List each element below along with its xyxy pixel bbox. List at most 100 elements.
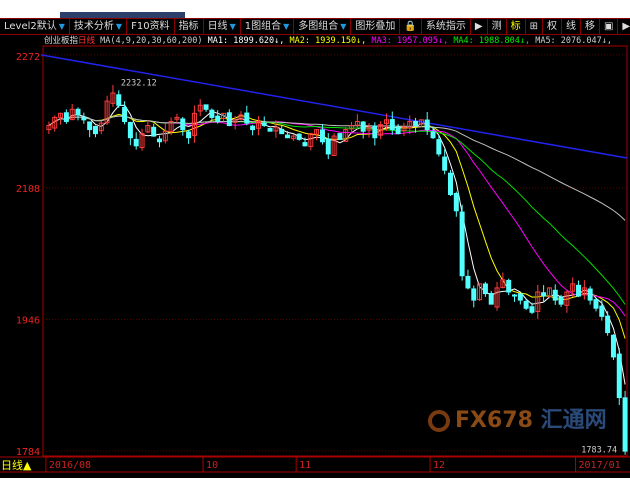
ma4-line: [48, 104, 626, 385]
candle-down: [616, 353, 622, 399]
candle-down: [215, 115, 221, 122]
candle-up: [383, 119, 389, 124]
candle-up: [494, 287, 500, 308]
toolbar-button-15[interactable]: 线: [562, 19, 581, 34]
candle-down: [203, 104, 209, 110]
candle-up: [273, 126, 279, 132]
candle-down: [558, 296, 564, 305]
candle-down: [63, 112, 69, 122]
toolbar-button-10[interactable]: ▶: [471, 19, 488, 34]
toolbar-button-18[interactable]: ▶|: [618, 19, 630, 34]
toolbar-button-label: ⊞: [529, 21, 538, 32]
candle-down: [92, 126, 98, 135]
price-annotation: 1783.74: [581, 445, 617, 455]
toolbar-button-6[interactable]: 多图组合 ▼: [294, 19, 352, 34]
candle-up: [197, 104, 203, 112]
candle-down: [488, 293, 494, 305]
candle-down: [447, 172, 453, 196]
toolbar-button-7[interactable]: 图形叠加: [351, 19, 401, 34]
candle-down: [127, 121, 133, 139]
toolbar-button-12[interactable]: 标: [507, 19, 526, 34]
y-tick-label: 1784: [16, 447, 40, 458]
period-label: 日线: [78, 36, 96, 46]
toolbar-button-2[interactable]: F10资料: [127, 19, 175, 34]
x-tick-label: 2017/01: [579, 460, 621, 471]
toolbar-button-label: F10资料: [131, 21, 170, 32]
watermark-cn-text: 汇通网: [540, 408, 607, 433]
candle-down: [319, 129, 325, 143]
candle-down: [395, 126, 401, 135]
toolbar-button-4[interactable]: 日线 ▼: [204, 19, 241, 34]
candle-down: [279, 128, 285, 135]
candle-down: [599, 305, 605, 317]
candle-up: [535, 291, 541, 312]
candle-down: [593, 299, 599, 309]
candle-up: [139, 133, 145, 149]
trend-line: [40, 54, 628, 159]
candle-up: [378, 124, 384, 136]
toolbar-button-13[interactable]: ⊞: [526, 19, 543, 34]
toolbar-button-14[interactable]: 权: [543, 19, 562, 34]
ma3-value: MA3: 1957.095↓,: [371, 36, 449, 46]
toolbar-button-label: 多图组合: [298, 21, 339, 32]
toolbar-button-1[interactable]: 技术分析 ▼: [70, 19, 128, 34]
candle-up: [418, 119, 424, 125]
period-selector[interactable]: 日线▲: [1, 459, 32, 472]
toolbar-button-label: 测: [491, 21, 502, 32]
toolbar-button-0[interactable]: Level2默认 ▼: [0, 19, 70, 34]
candle-up: [477, 283, 483, 301]
toolbar-button-5[interactable]: 1图组合 ▼: [241, 19, 295, 34]
candle-down: [261, 122, 267, 127]
candle-down: [529, 306, 535, 313]
toolbar-button-label: 技术分析: [73, 21, 114, 32]
x-tick-label: 10: [206, 460, 218, 471]
candle-down: [226, 112, 232, 127]
stock-chart-window: Level2默认 ▼ 技术分析 ▼ F10资料 指标 日线 ▼ 1图组合 ▼ 多图组合 ▼ 图形叠加 🔒 系…: [0, 0, 630, 478]
candle-down: [430, 131, 436, 139]
candle-down: [81, 116, 87, 121]
candlestick-chart[interactable]: 2272 2108 1946 1784 2016/08 10 11 12 2017/01 2232…: [0, 0, 630, 478]
candle-down: [337, 133, 343, 140]
toolbar-button-11[interactable]: 测: [488, 19, 507, 34]
candle-down: [424, 119, 430, 131]
candle-down: [459, 211, 465, 277]
candle-up: [343, 129, 349, 142]
candle-down: [610, 334, 616, 358]
candle-up: [570, 283, 576, 292]
candle-up: [232, 119, 238, 123]
candle-up: [46, 125, 52, 131]
candle-down: [250, 125, 256, 131]
candle-up: [290, 135, 296, 140]
toolbar-button-3[interactable]: 指标: [175, 19, 204, 34]
candle-up: [255, 120, 261, 129]
candle-down: [605, 315, 611, 334]
candle-down: [389, 119, 395, 131]
toolbar-button-17[interactable]: ▣: [600, 19, 619, 34]
indicator-info-line: 创业板指日线 MA(4,9,20,30,60,200) MA1: 1899.62…: [44, 36, 612, 46]
candle-down: [209, 109, 215, 118]
candle-down: [122, 106, 128, 122]
candle-up: [162, 130, 168, 142]
toolbar-button-label: ▶|: [622, 21, 630, 32]
candle-down: [87, 121, 93, 131]
toolbar-button-9[interactable]: 系统指示: [422, 19, 471, 34]
candle-down: [360, 121, 366, 132]
dropdown-arrow-icon: ▼: [58, 22, 65, 31]
y-tick-label: 1946: [16, 316, 40, 327]
candle-down: [180, 118, 186, 131]
candle-down: [442, 156, 448, 171]
candle-down: [622, 397, 628, 452]
candle-down: [372, 125, 378, 139]
candle-down: [244, 112, 250, 124]
candle-up: [354, 120, 360, 126]
watermark-text: FX678: [455, 408, 533, 433]
candle-up: [238, 114, 244, 120]
candle-down: [587, 288, 593, 301]
toolbar-button-16[interactable]: 移: [581, 19, 600, 34]
candle-up: [401, 126, 407, 132]
ma2-value: MA2: 1939.150↓,: [289, 36, 367, 46]
candle-up: [168, 120, 174, 133]
watermark-logo: FX678 汇通网: [428, 408, 607, 434]
toolbar-button-8[interactable]: 🔒: [400, 19, 422, 34]
candle-up: [546, 287, 552, 298]
